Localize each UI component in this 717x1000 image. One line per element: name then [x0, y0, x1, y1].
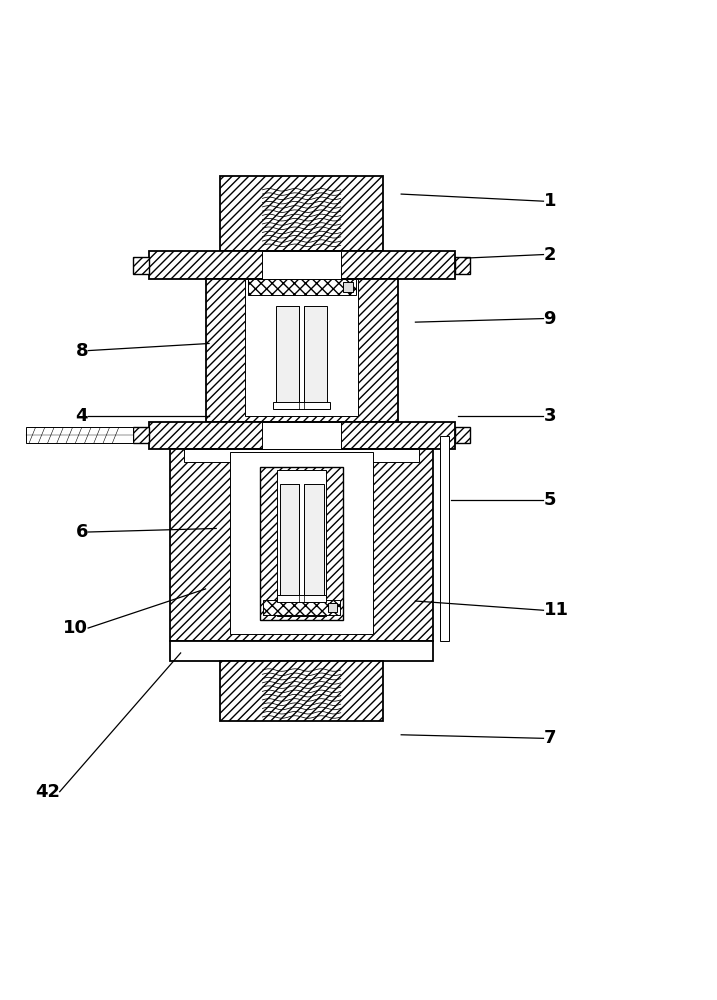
Text: 10: 10: [63, 619, 88, 637]
Bar: [220, 661, 384, 721]
Bar: [148, 422, 455, 449]
Bar: [244, 279, 358, 416]
Bar: [304, 484, 323, 602]
Text: 2: 2: [543, 246, 556, 264]
Text: 3: 3: [543, 407, 556, 425]
Bar: [276, 306, 299, 409]
Text: 8: 8: [75, 342, 88, 360]
Text: 42: 42: [34, 783, 60, 801]
Bar: [277, 595, 326, 602]
Bar: [455, 257, 470, 274]
Text: 4: 4: [76, 407, 88, 425]
Bar: [170, 641, 433, 661]
Bar: [328, 603, 337, 612]
Bar: [305, 306, 327, 409]
Bar: [343, 282, 353, 292]
Bar: [148, 251, 455, 279]
Bar: [230, 452, 373, 634]
Text: 5: 5: [543, 491, 556, 509]
Text: 6: 6: [76, 523, 88, 541]
Text: 1: 1: [543, 192, 556, 210]
Text: 7: 7: [543, 729, 556, 747]
Bar: [455, 427, 470, 443]
Bar: [170, 449, 433, 641]
Bar: [440, 436, 449, 641]
Text: 11: 11: [543, 601, 569, 619]
Bar: [133, 257, 148, 274]
Bar: [27, 427, 133, 443]
Bar: [184, 449, 419, 462]
Bar: [280, 484, 300, 602]
Bar: [262, 251, 341, 279]
Bar: [260, 467, 343, 620]
Bar: [262, 422, 341, 449]
Bar: [247, 279, 356, 295]
Bar: [206, 279, 398, 422]
Bar: [263, 600, 340, 615]
Bar: [133, 427, 148, 443]
Text: 9: 9: [543, 310, 556, 328]
Bar: [273, 402, 330, 409]
Bar: [277, 470, 326, 616]
Bar: [220, 176, 384, 251]
